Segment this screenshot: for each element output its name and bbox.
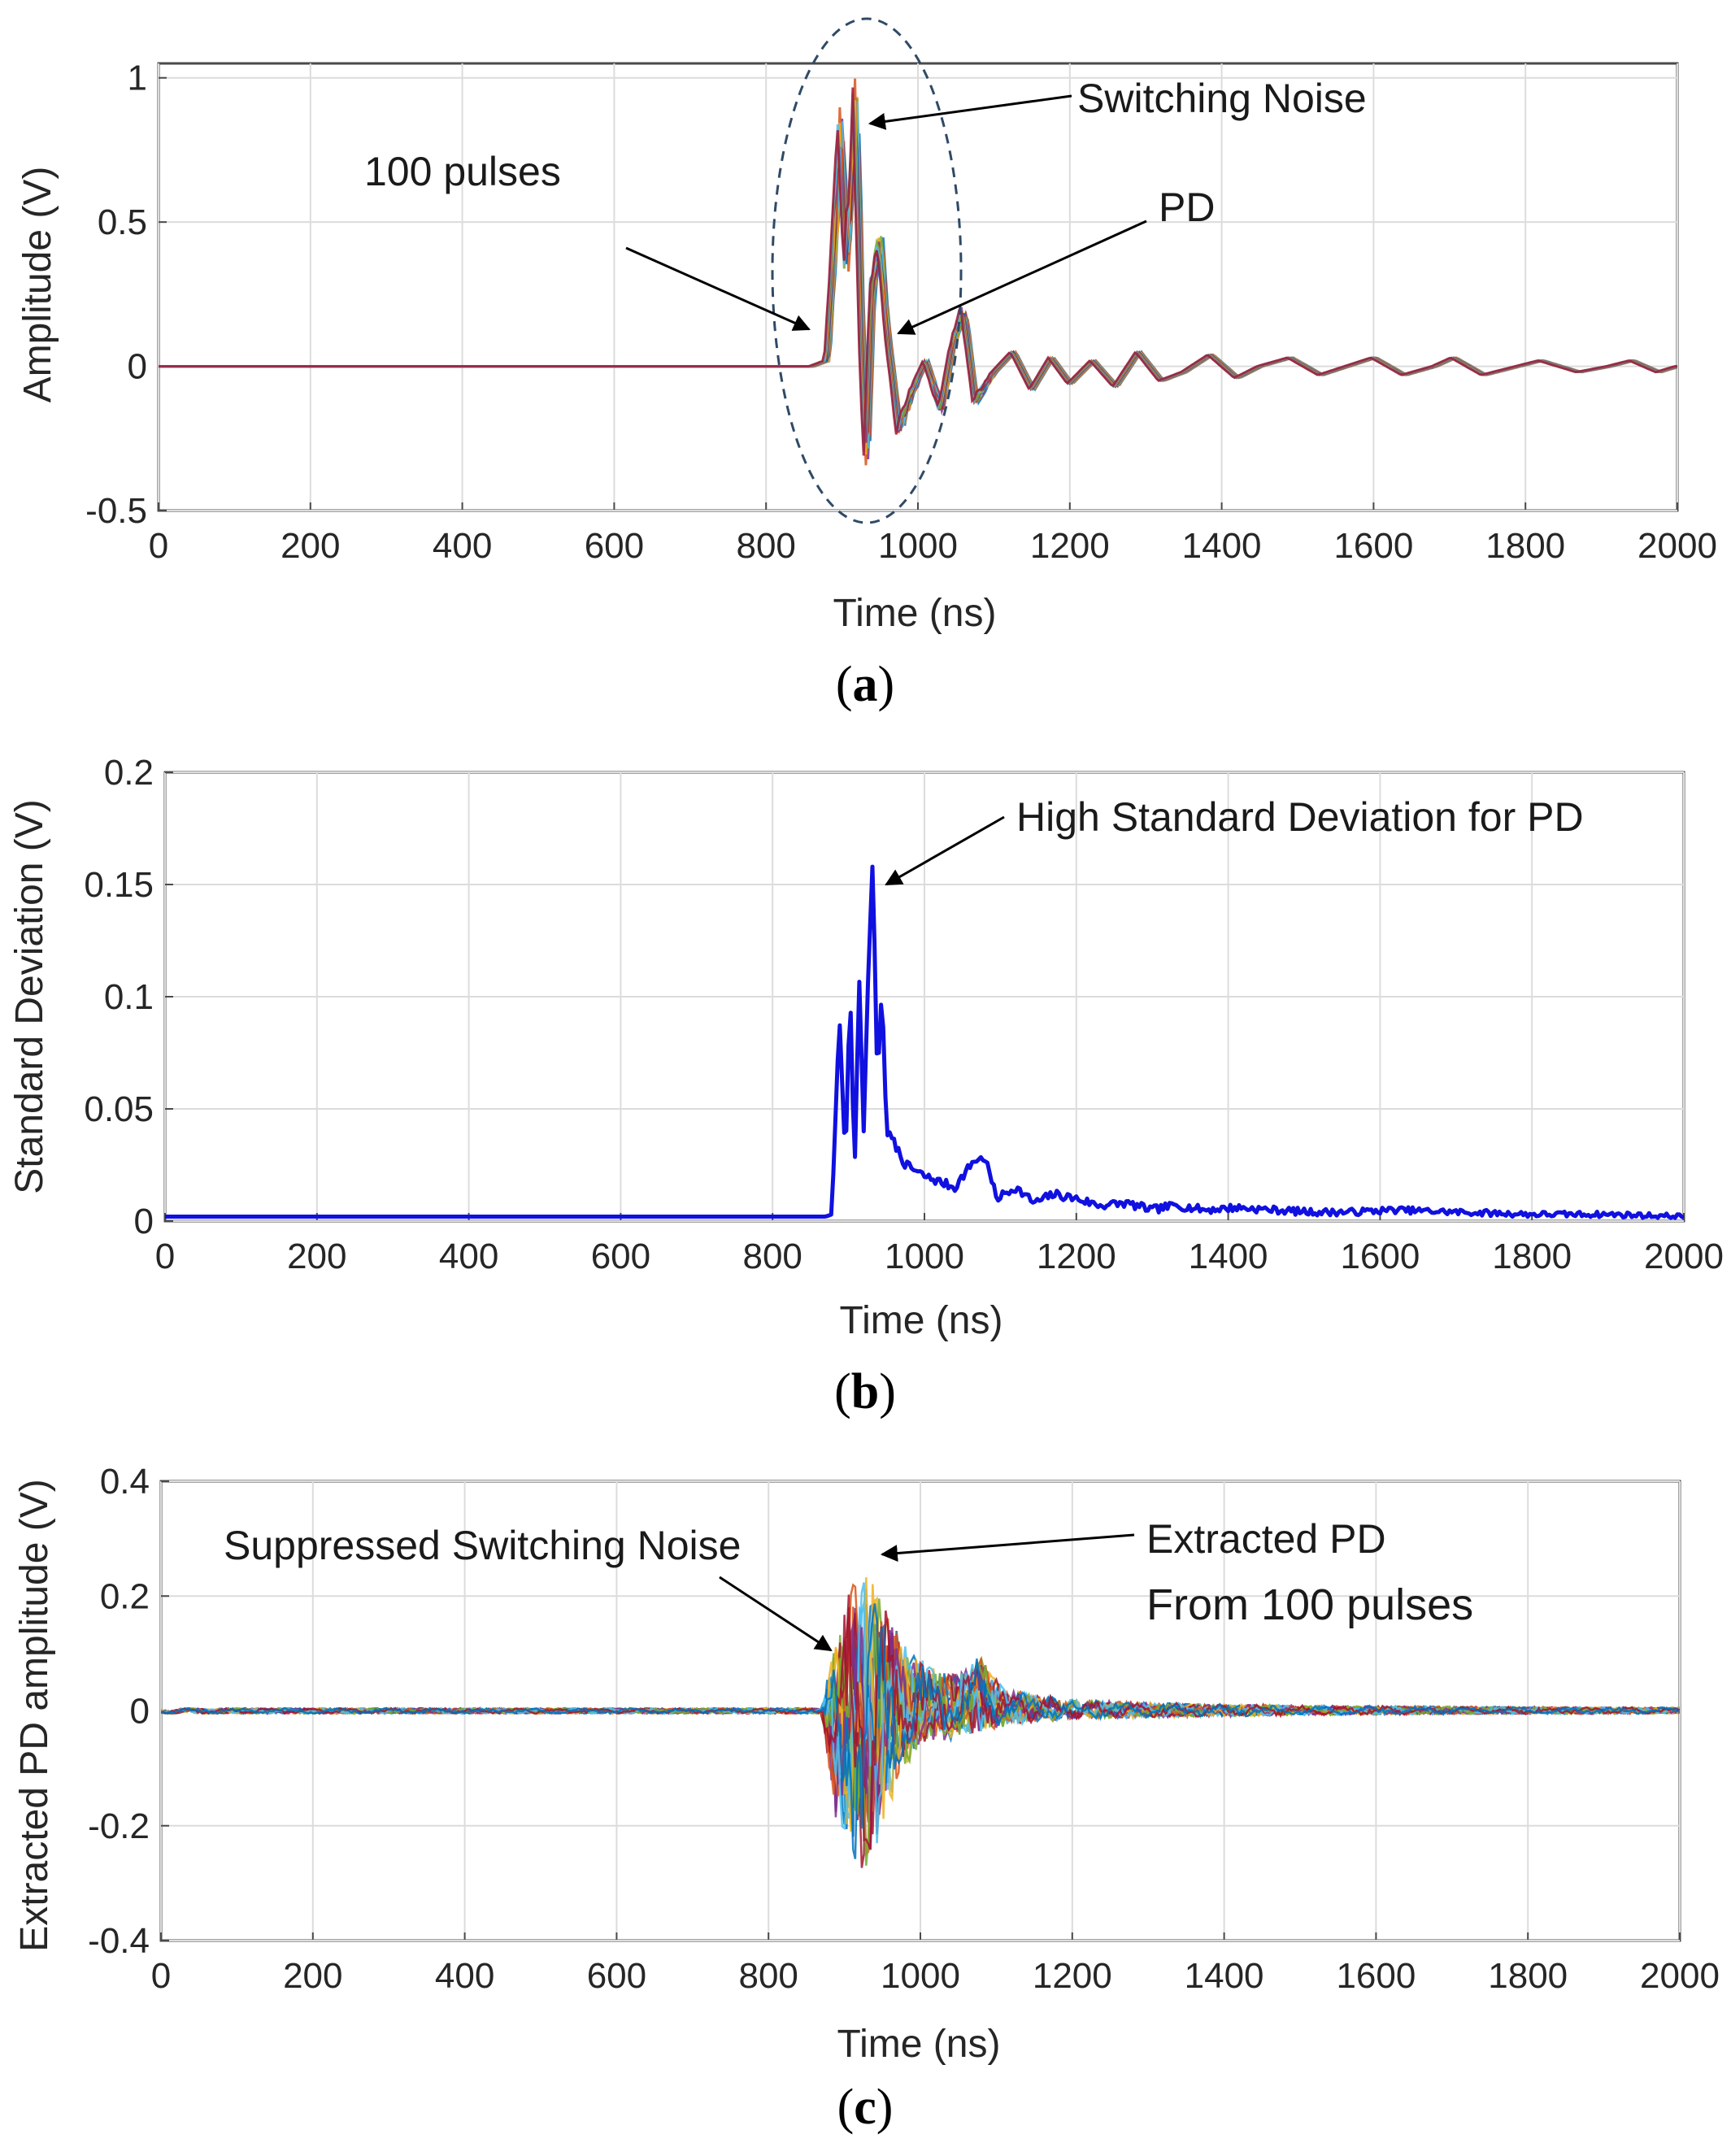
x-tick-label: 0 bbox=[151, 1956, 171, 1996]
annotation-pd: PD bbox=[1159, 185, 1215, 230]
series-line bbox=[161, 1637, 1680, 1866]
y-tick-label: 1 bbox=[128, 59, 147, 98]
x-tick-label: 200 bbox=[283, 1956, 342, 1996]
annotation-suppressed-noise: Suppressed Switching Noise bbox=[224, 1523, 741, 1568]
y-tick-label: 0.1 bbox=[104, 977, 154, 1017]
highlight-ellipse bbox=[771, 17, 963, 524]
y-tick-label: 0.15 bbox=[84, 865, 154, 905]
annotation-switching-noise: Switching Noise bbox=[1077, 76, 1367, 121]
x-tick-label: 1000 bbox=[878, 526, 958, 566]
chart-panel-a: 0 200 400 600 800 1000 1200 1400 1600 1800 2000 -0… bbox=[16, 17, 1717, 712]
x-tick-label: 800 bbox=[742, 1237, 802, 1276]
series-line bbox=[165, 864, 1684, 1220]
y-tick-labels-b: 0 0.05 0.1 0.15 0.2 bbox=[84, 753, 154, 1241]
x-tick-labels-c: 0 200 400 600 800 1000 1200 1400 1600 1800 2000 bbox=[151, 1956, 1720, 1996]
x-axis-label-a: Time (ns) bbox=[833, 592, 997, 635]
y-tick-label: 0.5 bbox=[98, 202, 147, 242]
y-tick-label: 0.2 bbox=[104, 753, 154, 793]
caption-letter-b: b bbox=[851, 1364, 879, 1419]
y-axis-label-c: Extracted PD amplitude (V) bbox=[13, 1479, 56, 1952]
x-tick-label: 1400 bbox=[1185, 1956, 1264, 1996]
y-tick-label: -0.4 bbox=[88, 1921, 150, 1961]
annotation-extracted-pd: Extracted PD bbox=[1146, 1516, 1386, 1562]
x-tick-label: 600 bbox=[591, 1237, 650, 1276]
x-tick-label: 1800 bbox=[1492, 1237, 1572, 1276]
annotation-from-100-pulses: From 100 pulses bbox=[1146, 1580, 1473, 1629]
x-tick-label: 200 bbox=[287, 1237, 346, 1276]
x-tick-label: 400 bbox=[439, 1237, 498, 1276]
x-tick-label: 1600 bbox=[1340, 1237, 1420, 1276]
x-tick-label: 1200 bbox=[1037, 1237, 1116, 1276]
x-tick-label: 0 bbox=[155, 1237, 175, 1276]
arrow-extracted-pd bbox=[880, 1533, 1135, 1563]
series-line bbox=[159, 87, 1677, 456]
x-tick-label: 1600 bbox=[1336, 1956, 1416, 1996]
y-axis-label-a: Amplitude (V) bbox=[16, 167, 59, 403]
x-tick-label: 800 bbox=[738, 1956, 798, 1996]
series-line bbox=[161, 1603, 1680, 1859]
x-tick-label: 0 bbox=[149, 526, 168, 566]
x-tick-labels-a: 0 200 400 600 800 1000 1200 1400 1600 1800 2000 bbox=[149, 526, 1717, 566]
caption-b: (b) bbox=[834, 1364, 896, 1419]
chart-panel-b: 0 200 400 600 800 1000 1200 1400 1600 1800 2000 00… bbox=[8, 753, 1724, 1419]
x-tick-label: 400 bbox=[433, 526, 492, 566]
chart-panel-c: 0 200 400 600 800 1000 1200 1400 1600 1800 2000 -0… bbox=[13, 1462, 1720, 2135]
x-tick-label: 1000 bbox=[885, 1237, 964, 1276]
y-axis-label-b: Standard Deviation (V) bbox=[8, 799, 51, 1194]
gridlines-b bbox=[164, 772, 1685, 1222]
y-tick-label: 0 bbox=[134, 1202, 154, 1241]
gridlines-a bbox=[158, 63, 1678, 511]
y-tick-labels-a: -0.5 0 0.5 1 bbox=[85, 59, 147, 531]
y-tick-label: 0 bbox=[130, 1692, 150, 1732]
x-tick-label: 1000 bbox=[881, 1956, 960, 1996]
x-tick-label: 1600 bbox=[1333, 526, 1413, 566]
y-tick-label: 0.05 bbox=[84, 1089, 154, 1129]
x-tick-label: 1200 bbox=[1030, 526, 1110, 566]
series-c bbox=[161, 1577, 1680, 1868]
x-tick-label: 1400 bbox=[1182, 526, 1262, 566]
caption-c: (c) bbox=[837, 2080, 894, 2135]
x-tick-label: 600 bbox=[587, 1956, 646, 1996]
series-b bbox=[165, 864, 1684, 1220]
y-tick-label: -0.2 bbox=[88, 1806, 150, 1846]
annotation-high-std: High Standard Deviation for PD bbox=[1016, 794, 1584, 840]
arrow-100-pulses bbox=[625, 246, 811, 331]
x-axis-label-b: Time (ns) bbox=[840, 1299, 1003, 1342]
y-tick-label: 0 bbox=[128, 347, 147, 387]
caption-letter-a: a bbox=[853, 657, 878, 712]
y-tick-label: 0.2 bbox=[100, 1576, 150, 1616]
x-tick-label: 400 bbox=[435, 1956, 494, 1996]
x-tick-labels-b: 0 200 400 600 800 1000 1200 1400 1600 1800 2000 bbox=[155, 1237, 1724, 1276]
series-a bbox=[159, 78, 1677, 466]
arrow-switching-noise bbox=[868, 94, 1072, 130]
y-tick-labels-c: -0.4 -0.2 0 0.2 0.4 bbox=[88, 1462, 150, 1961]
x-tick-label: 200 bbox=[281, 526, 340, 566]
x-tick-label: 800 bbox=[736, 526, 795, 566]
caption-a: (a) bbox=[836, 657, 894, 712]
x-tick-label: 600 bbox=[585, 526, 644, 566]
arrow-pd bbox=[897, 220, 1147, 335]
annotation-100-pulses: 100 pulses bbox=[364, 149, 561, 194]
x-tick-label: 1800 bbox=[1488, 1956, 1568, 1996]
y-tick-label: -0.5 bbox=[85, 491, 147, 531]
arrow-high-std bbox=[885, 815, 1005, 886]
x-axis-label-c: Time (ns) bbox=[837, 2023, 1001, 2066]
caption-letter-c: c bbox=[854, 2080, 876, 2135]
x-tick-label: 1400 bbox=[1189, 1237, 1268, 1276]
arrow-suppressed-noise bbox=[719, 1576, 833, 1652]
x-tick-label: 2000 bbox=[1637, 526, 1717, 566]
x-tick-label: 1800 bbox=[1485, 526, 1565, 566]
y-tick-label: 0.4 bbox=[100, 1462, 150, 1502]
x-tick-label: 2000 bbox=[1644, 1237, 1724, 1276]
x-tick-label: 2000 bbox=[1640, 1956, 1720, 1996]
x-tick-label: 1200 bbox=[1033, 1956, 1112, 1996]
